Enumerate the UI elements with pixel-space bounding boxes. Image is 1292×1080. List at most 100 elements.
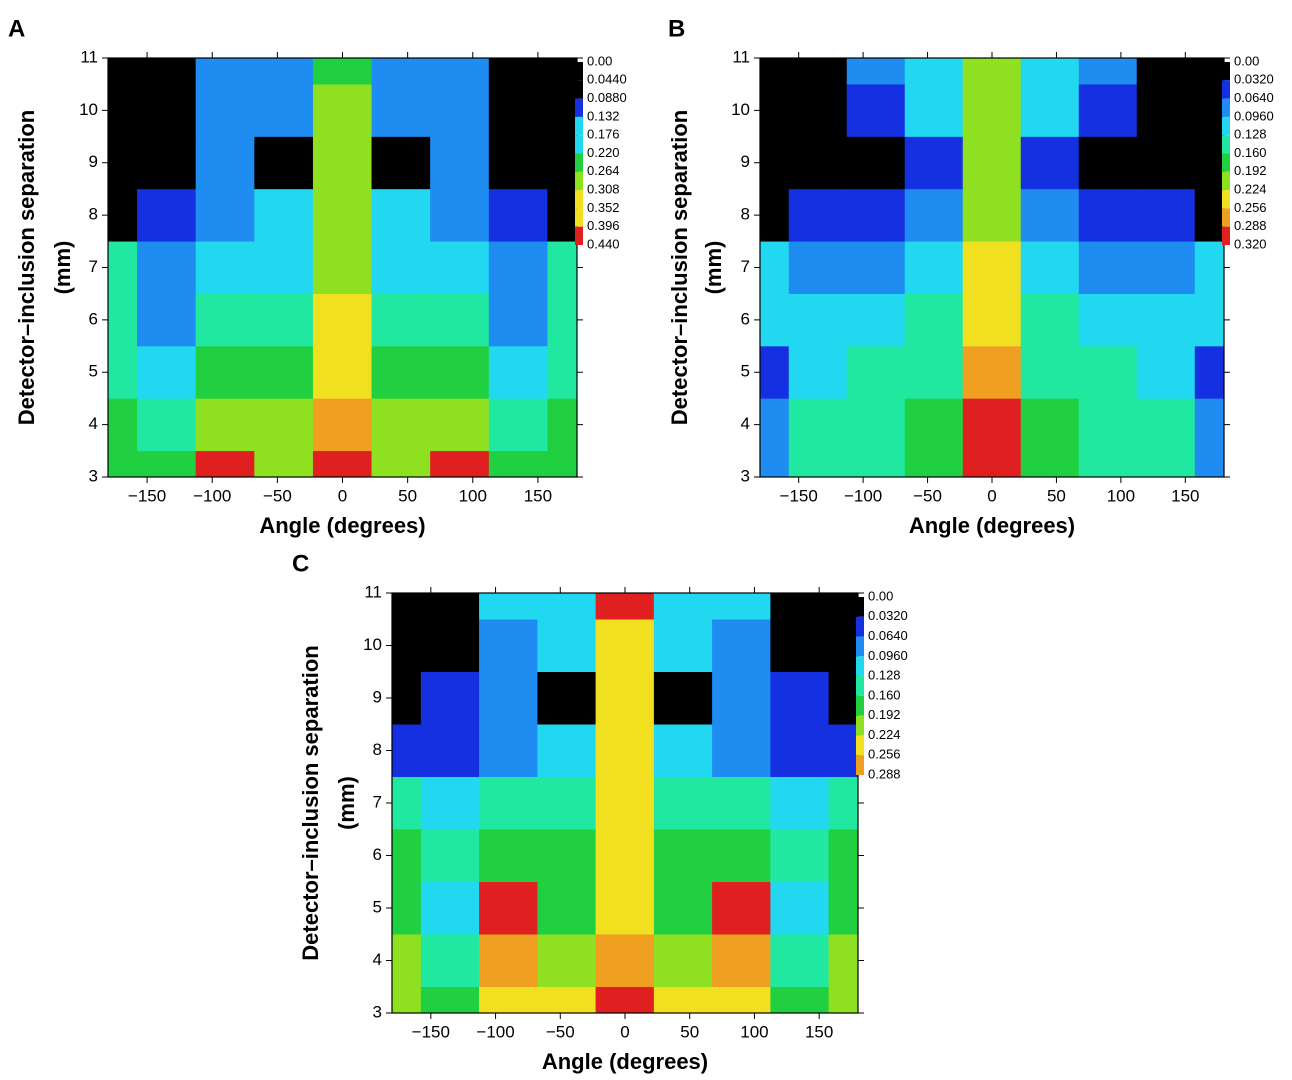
contour-cell bbox=[828, 934, 859, 987]
contour-cell bbox=[537, 934, 597, 987]
contour-cell bbox=[962, 83, 1022, 137]
contour-cell bbox=[788, 136, 848, 190]
contour-cell bbox=[488, 345, 548, 399]
colorbar-label: 0.0640 bbox=[868, 628, 908, 643]
contour-cell bbox=[712, 829, 771, 882]
contour-cell bbox=[195, 83, 255, 137]
contour-cell bbox=[420, 986, 480, 1014]
y-tick-label: 6 bbox=[89, 309, 98, 328]
colorbar-band bbox=[856, 676, 864, 696]
x-tick-label: 50 bbox=[680, 1022, 699, 1041]
contour-cell bbox=[1078, 241, 1138, 294]
colorbar-label: 0.264 bbox=[587, 163, 620, 178]
contour-cell bbox=[537, 724, 597, 777]
contour-cell bbox=[195, 188, 255, 242]
panel-label: B bbox=[668, 15, 685, 42]
contour-cell bbox=[828, 671, 859, 725]
colorbar-label: 0.128 bbox=[868, 668, 901, 683]
x-tick-label: 150 bbox=[524, 486, 552, 505]
colorbar-band bbox=[575, 226, 583, 245]
colorbar-band bbox=[1222, 226, 1230, 245]
x-tick-label: −100 bbox=[844, 486, 882, 505]
contour-cell bbox=[1020, 345, 1080, 399]
contour-cell bbox=[788, 450, 848, 478]
y-axis-label: Detector–inclusion separation bbox=[667, 110, 692, 425]
x-tick-label: −150 bbox=[780, 486, 818, 505]
contour-cell bbox=[1020, 293, 1080, 347]
contour-cell bbox=[547, 345, 578, 399]
contour-cell bbox=[391, 724, 422, 777]
colorbar-label: 0.256 bbox=[868, 747, 901, 762]
colorbar-band bbox=[575, 171, 583, 191]
contour-cell bbox=[371, 136, 431, 190]
contour-cell bbox=[788, 83, 848, 137]
contour-cell bbox=[904, 57, 964, 85]
x-tick-label: 50 bbox=[398, 486, 417, 505]
contour-cell bbox=[371, 188, 431, 242]
contour-cell bbox=[537, 592, 597, 620]
contour-cell bbox=[107, 241, 138, 294]
contour-cell bbox=[1020, 398, 1080, 452]
y-tick-label: 3 bbox=[89, 466, 98, 485]
contour-cell bbox=[479, 881, 538, 935]
contour-cell bbox=[653, 986, 713, 1014]
contour-cell bbox=[391, 934, 422, 987]
contour-cell bbox=[107, 136, 138, 190]
contour-cell bbox=[1020, 450, 1080, 478]
contour-cell bbox=[371, 450, 431, 478]
colorbar-band bbox=[575, 98, 583, 117]
contour-cell bbox=[312, 241, 373, 294]
contour-cell bbox=[479, 829, 538, 882]
colorbar-label: 0.288 bbox=[1234, 218, 1267, 233]
contour-cell bbox=[430, 83, 490, 137]
contour-cell bbox=[828, 829, 859, 882]
contour-cell bbox=[195, 293, 255, 347]
contour-cell bbox=[962, 450, 1022, 478]
contour-cell bbox=[595, 724, 655, 777]
contour-cell bbox=[1078, 398, 1138, 452]
x-tick-label: 100 bbox=[1107, 486, 1135, 505]
x-axis-label: Angle (degrees) bbox=[909, 513, 1075, 538]
contour-cell bbox=[595, 986, 655, 1014]
x-tick-label: 150 bbox=[805, 1022, 833, 1041]
contour-cell bbox=[846, 136, 906, 190]
y-tick-label: 7 bbox=[373, 792, 382, 811]
contour-cell bbox=[770, 881, 830, 935]
contour-cell bbox=[828, 592, 859, 620]
colorbar-label: 0.396 bbox=[587, 218, 620, 233]
contour-cell bbox=[420, 776, 480, 830]
contour-cell bbox=[828, 986, 859, 1014]
x-tick-label: 50 bbox=[1047, 486, 1066, 505]
y-tick-label: 3 bbox=[373, 1002, 382, 1021]
contour-cell bbox=[479, 776, 538, 830]
contour-cell bbox=[712, 619, 771, 672]
contour-cell bbox=[391, 671, 422, 725]
contour-cell bbox=[759, 398, 790, 452]
contour-cell bbox=[312, 293, 373, 347]
contour-cell bbox=[846, 188, 906, 242]
colorbar-band bbox=[575, 80, 583, 99]
contour-cell bbox=[371, 293, 431, 347]
colorbar-label: 0.0880 bbox=[587, 90, 627, 105]
contour-cell bbox=[488, 83, 548, 137]
contour-cell bbox=[1136, 398, 1196, 452]
contour-cell bbox=[595, 776, 655, 830]
contour-cell bbox=[371, 345, 431, 399]
x-tick-label: 150 bbox=[1171, 486, 1199, 505]
contour-cell bbox=[962, 136, 1022, 190]
y-axis-label: Detector–inclusion separation bbox=[298, 645, 323, 960]
colorbar-band bbox=[575, 116, 583, 136]
contour-cell bbox=[312, 136, 373, 190]
contour-cell bbox=[254, 398, 314, 452]
x-axis-label: Angle (degrees) bbox=[259, 513, 425, 538]
contour-cell bbox=[788, 57, 848, 85]
y-tick-label: 10 bbox=[79, 100, 98, 119]
y-tick-label: 5 bbox=[741, 362, 750, 381]
colorbar-label: 0.224 bbox=[868, 727, 901, 742]
contour-cell bbox=[1194, 83, 1225, 137]
contour-cell bbox=[420, 881, 480, 935]
x-tick-label: −50 bbox=[913, 486, 942, 505]
contour-cell bbox=[547, 83, 578, 137]
contour-cell bbox=[712, 881, 771, 935]
contour-cell bbox=[1136, 345, 1196, 399]
